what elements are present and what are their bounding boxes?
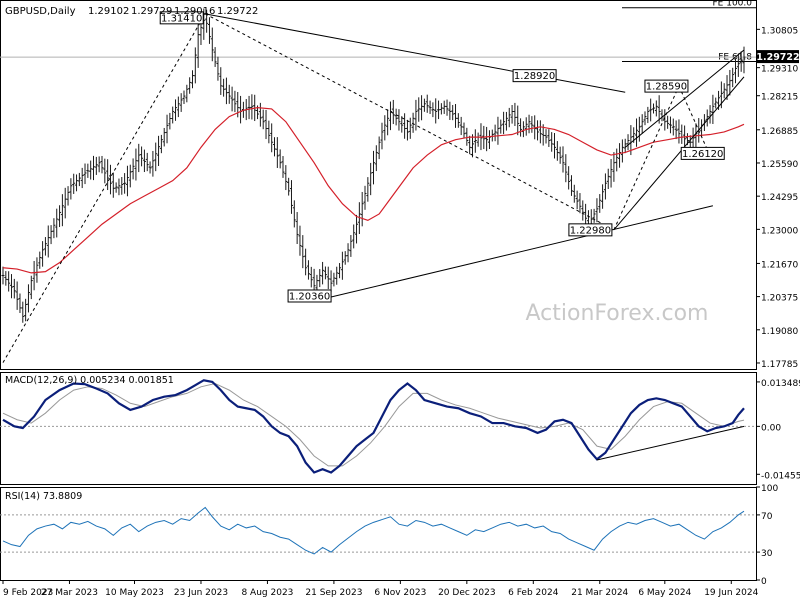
- panel-frame-1: [0, 372, 757, 485]
- level-label-box-1: [287, 289, 332, 303]
- rsi-tick-label: 0: [761, 577, 767, 587]
- moving-average: [2, 107, 745, 274]
- price-tick-label: 1.29310: [761, 65, 798, 75]
- level-label-1: 1.20360: [289, 291, 330, 302]
- level-labels: 1.31410 1.20360 1.28920 1.22980 1.28590 1.261…: [159, 11, 725, 303]
- header-low: 1.29016: [174, 6, 215, 17]
- trend-line-2: [613, 76, 745, 231]
- x-tick-label: 20 Dec 2023: [438, 588, 496, 598]
- x-tick-label: 6 Nov 2023: [374, 588, 426, 598]
- rsi-tick-label: 70: [761, 512, 773, 522]
- level-label-box-0: [159, 11, 204, 25]
- level-label-box-3: [568, 223, 613, 237]
- axis-labels: 1.30805 1.29310 1.28215 1.26885 1.25590 1.242…: [2, 26, 800, 598]
- level-label-box-4: [644, 79, 689, 93]
- price-tick-label: 1.21670: [761, 260, 798, 270]
- level-label-box-5: [680, 146, 725, 160]
- level-label-5: 1.26120: [682, 149, 723, 160]
- current-price-tag: [757, 50, 799, 64]
- macd-main-line: [2, 379, 745, 474]
- x-tick-label: 21 Sep 2023: [305, 588, 362, 598]
- macd-tick-label: 0.013489: [761, 379, 800, 389]
- rsi-line: RSI(14) 73.8809: [0, 491, 756, 555]
- watermark: ActionForex.com: [526, 301, 709, 326]
- rsi-tick-label: 100: [761, 484, 778, 494]
- x-tick-label: 6 Feb 2024: [508, 588, 559, 598]
- header-high: 1.29729: [131, 6, 172, 17]
- macd-tick-label: -0.014554: [761, 471, 800, 481]
- macd-tick-label: 0.00: [761, 423, 781, 433]
- header-open: 1.29102: [88, 6, 129, 17]
- panel-frame-2: [0, 487, 757, 581]
- level-label-box-2: [512, 69, 557, 83]
- trend-line-6: [613, 85, 680, 231]
- rsi-title: RSI(14) 73.8809: [5, 491, 82, 502]
- trend-line-0: [205, 13, 626, 93]
- price-tick-label: 1.30805: [761, 26, 798, 36]
- x-tick-label: 10 May 2023: [105, 588, 164, 598]
- x-tick-label: 9 Feb 2023: [3, 588, 53, 598]
- macd-lines: MACD(12,26,9) 0.005234 0.001851: [0, 375, 756, 474]
- level-label-2: 1.28920: [514, 71, 555, 82]
- macd-trend-line: [596, 425, 745, 461]
- panel-frame-0: [0, 0, 757, 370]
- x-tick-label: 23 Jun 2023: [174, 588, 228, 598]
- price-tick-label: 1.19080: [761, 327, 798, 337]
- watermark-text: ActionForex.com: [526, 301, 709, 326]
- panel-frames: [0, 0, 757, 581]
- x-tick-label: 21 Mar 2024: [571, 588, 628, 598]
- price-tick-label: 1.20375: [761, 294, 798, 304]
- price-tick-label: 1.28215: [761, 93, 798, 103]
- trend-line-1: [330, 205, 714, 298]
- price-tick-label: 1.17785: [761, 360, 798, 370]
- x-tick-label: 27 Mar 2023: [41, 588, 98, 598]
- level-label-3: 1.22980: [570, 225, 611, 236]
- price-bars: [1, 8, 746, 323]
- level-label-4: 1.28590: [646, 82, 687, 93]
- header-close: 1.29722: [217, 6, 258, 17]
- x-tick-label: 19 Jun 2024: [704, 588, 758, 598]
- trend-line-5: [204, 13, 615, 231]
- x-tick-label: 8 Aug 2023: [241, 588, 293, 598]
- rsi-line: [2, 506, 745, 555]
- fib-label-0: FE 100.0: [713, 0, 753, 9]
- level-label-0: 1.31410: [161, 13, 202, 24]
- price-tick-label: 1.24295: [761, 193, 798, 203]
- trend-line-4: [2, 13, 206, 363]
- macd-title: MACD(12,26,9) 0.005234 0.001851: [5, 375, 174, 386]
- price-tick-label: 1.26885: [761, 127, 798, 137]
- current-price-text: 1.29722: [756, 52, 799, 63]
- price-tick-label: 1.23000: [761, 226, 798, 236]
- price-tick-label: 1.25590: [761, 160, 798, 170]
- rsi-tick-label: 30: [761, 549, 773, 559]
- header-text: GBPUSD,Daily 1.29102 1.29729 1.29016 1.29722: [5, 6, 258, 17]
- moving-average-line: [2, 107, 745, 274]
- header-symbol: GBPUSD,Daily: [5, 6, 76, 17]
- macd-signal-line: [2, 383, 745, 467]
- x-tick-label: 6 May 2024: [638, 588, 691, 598]
